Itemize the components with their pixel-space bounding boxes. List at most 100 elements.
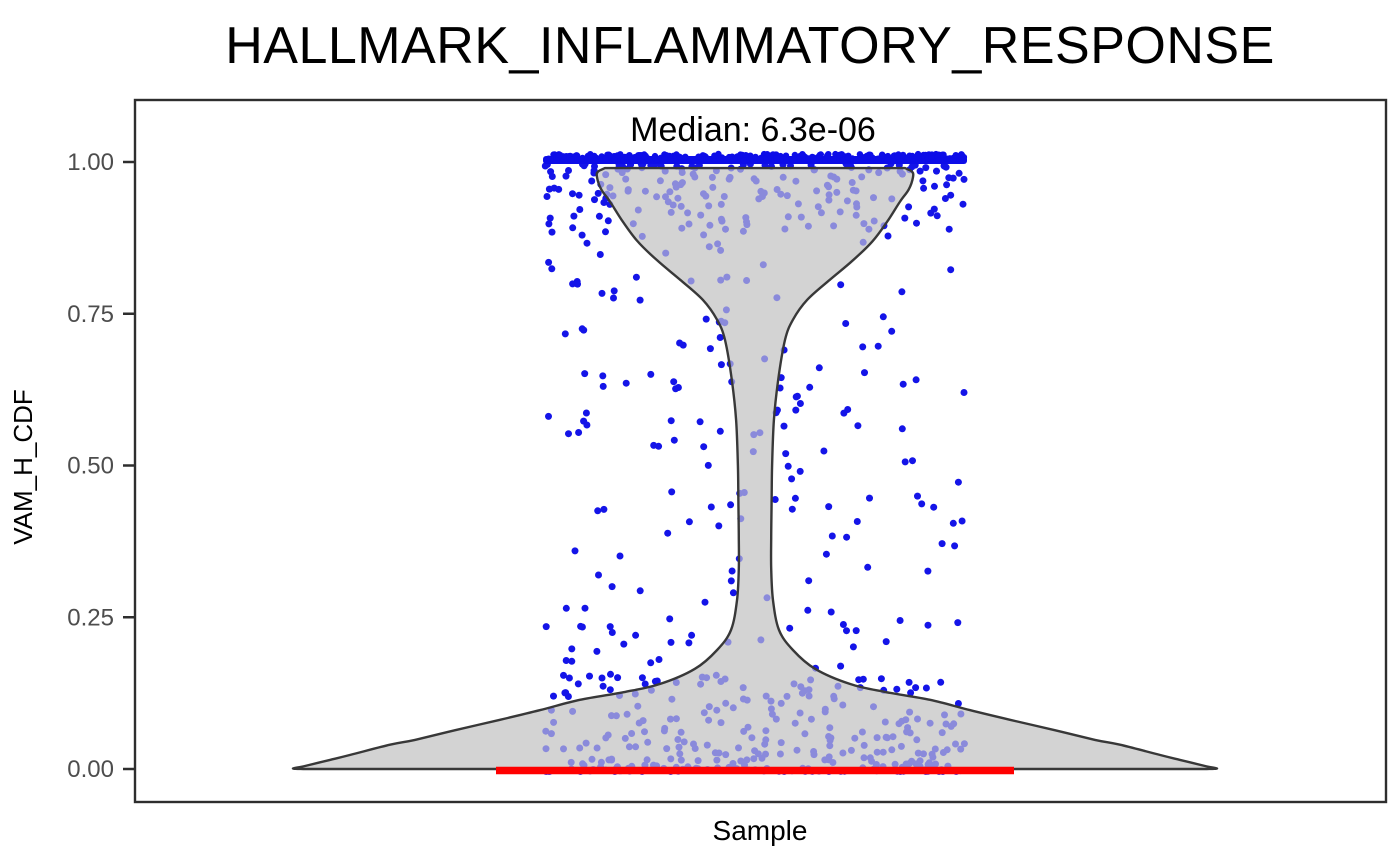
jitter-point — [606, 623, 614, 631]
jitter-point — [894, 153, 901, 160]
jitter-point — [717, 361, 725, 369]
jitter-point — [616, 552, 624, 560]
jitter-point — [576, 206, 584, 213]
jitter-point — [550, 692, 557, 700]
jitter-point — [716, 427, 724, 435]
jitter-point — [705, 155, 712, 163]
jitter-point — [905, 678, 913, 686]
jitter-point — [599, 372, 607, 380]
jitter-point — [952, 152, 959, 159]
jitter-point — [668, 488, 676, 496]
jitter-point — [954, 478, 962, 486]
jitter-point — [583, 239, 591, 247]
jitter-point — [586, 672, 593, 680]
violin-outline — [291, 166, 1219, 771]
jitter-point — [856, 151, 864, 158]
jitter-point — [598, 289, 606, 297]
jitter-point — [784, 462, 792, 470]
jitter-point — [670, 378, 678, 386]
jitter-point — [632, 631, 640, 639]
jitter-point — [955, 169, 963, 177]
jitter-point — [796, 400, 804, 407]
jitter-point — [700, 443, 708, 451]
jitter-point — [581, 370, 589, 378]
jitter-point — [931, 182, 938, 190]
jitter-point — [840, 409, 848, 417]
jitter-point — [852, 157, 860, 165]
jitter-point — [937, 678, 945, 686]
jitter-point — [614, 674, 622, 682]
jitter-point — [685, 518, 693, 526]
jitter-point — [600, 505, 608, 513]
jitter-point — [878, 152, 885, 159]
jitter-point — [581, 604, 589, 612]
jitter-point — [949, 174, 957, 182]
jitter-point — [928, 153, 935, 160]
jitter-point — [861, 369, 868, 377]
jitter-point — [898, 288, 906, 296]
jitter-point — [568, 156, 575, 164]
jitter-point — [632, 273, 640, 281]
jitter-point — [578, 623, 586, 631]
jitter-point — [546, 214, 554, 222]
jitter-point — [667, 417, 675, 425]
jitter-point — [788, 475, 796, 483]
jitter-point — [729, 589, 737, 597]
jitter-point — [604, 217, 612, 225]
jitter-point — [799, 151, 806, 158]
jitter-point — [727, 577, 735, 585]
jitter-point — [606, 686, 614, 694]
jitter-point — [960, 175, 968, 183]
jitter-point — [782, 450, 790, 458]
jitter-point — [650, 441, 658, 449]
y-tick-label: 0.50 — [67, 453, 114, 480]
jitter-point — [947, 266, 955, 274]
plot-panel-border — [133, 98, 1388, 804]
y-axis-ticks: 1.00 0.75 0.50 0.25 0.00 — [67, 149, 135, 783]
jitter-point — [598, 674, 606, 682]
jitter-point — [562, 657, 570, 664]
jitter-point — [716, 334, 724, 341]
jitter-point — [575, 429, 583, 436]
jitter-point — [815, 364, 823, 372]
jitter-point — [810, 155, 817, 163]
jitter-point — [933, 212, 941, 220]
jitter-point — [702, 315, 710, 323]
jitter-point — [593, 647, 601, 655]
jitter-point — [711, 152, 718, 159]
jitter-point — [864, 563, 872, 571]
jitter-point — [935, 157, 942, 164]
jitter-point — [569, 190, 576, 198]
top-point-band — [543, 150, 968, 165]
jitter-point — [922, 164, 930, 172]
jitter-point — [725, 155, 733, 162]
jitter-point — [556, 151, 564, 159]
jitter-point — [825, 503, 833, 511]
jitter-point — [727, 501, 735, 509]
jitter-point — [583, 421, 591, 429]
jitter-point — [655, 656, 663, 663]
violin-outline-path — [291, 166, 1219, 771]
jitter-point — [591, 196, 598, 204]
jitter-point — [636, 152, 643, 159]
jitter-point — [570, 212, 578, 220]
jitter-point — [913, 153, 921, 160]
jitter-point — [884, 157, 891, 164]
jitter-point — [941, 195, 949, 202]
jitter-point — [756, 156, 764, 163]
jitter-point — [884, 232, 892, 240]
jitter-point — [916, 167, 924, 175]
jitter-point — [877, 675, 885, 683]
jitter-point — [905, 203, 913, 211]
jitter-point — [888, 327, 896, 335]
jitter-point — [607, 670, 614, 678]
jitter-point — [843, 627, 850, 635]
violin-overlay-shape — [292, 168, 1218, 770]
jitter-point — [907, 689, 915, 697]
jitter-point — [791, 494, 799, 502]
jitter-point — [919, 177, 927, 185]
jitter-point — [574, 280, 581, 288]
jitter-point — [859, 675, 867, 683]
jitter-point — [542, 623, 550, 631]
jitter-point — [882, 638, 890, 646]
